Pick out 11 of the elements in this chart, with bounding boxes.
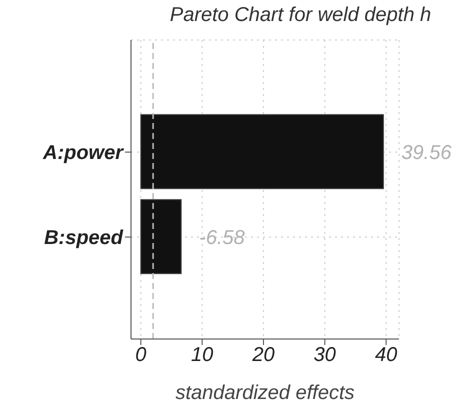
x-tick-label: 20	[251, 344, 275, 366]
y-tick-label: A:power	[42, 142, 124, 164]
x-tick-label: 40	[374, 344, 398, 366]
x-axis-title: standardized effects	[176, 382, 354, 401]
annotation: 39.56	[401, 142, 452, 164]
x-tick-label: 30	[314, 344, 336, 366]
x-tick-label: 10	[191, 344, 214, 366]
annotation: -6.58	[199, 227, 245, 250]
y-tick-label: B:speed	[44, 227, 124, 250]
chart-title: Pareto Chart for weld depth h	[168, 4, 432, 27]
x-tick-label: 0	[135, 344, 146, 366]
